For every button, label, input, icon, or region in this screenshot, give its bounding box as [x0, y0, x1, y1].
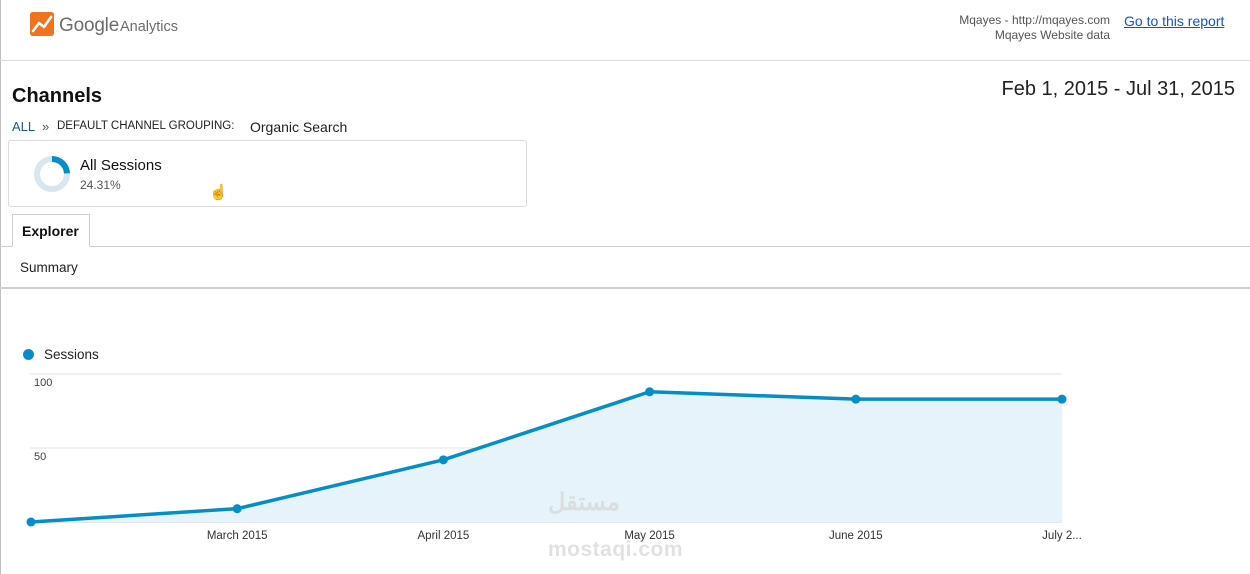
segment-card[interactable]	[8, 140, 527, 207]
breadcrumb-separator: »	[42, 119, 50, 134]
header-divider	[0, 60, 1250, 61]
x-tick-label: March 2015	[207, 530, 268, 542]
tab-explorer-label: Explorer	[22, 223, 79, 239]
summary-divider	[0, 287, 1250, 289]
x-tick-label: July 2...	[1042, 530, 1082, 542]
data-point	[26, 517, 36, 527]
x-tick-label: April 2015	[418, 530, 470, 542]
sessions-line	[30, 390, 1062, 524]
date-range[interactable]: Feb 1, 2015 - Jul 31, 2015	[1001, 78, 1236, 100]
legend-sessions-dot	[23, 349, 34, 360]
account-view: Mqayes Website data	[994, 28, 1110, 42]
data-point	[645, 387, 655, 397]
data-point	[232, 504, 242, 514]
tab-summary[interactable]: Summary	[20, 260, 78, 275]
breadcrumb-grouping: DEFAULT CHANNEL GROUPING:	[57, 120, 235, 132]
data-point	[851, 394, 861, 404]
legend-sessions-label[interactable]: Sessions	[44, 347, 99, 362]
segment-name: All Sessions	[80, 157, 162, 174]
google-analytics-logo-icon	[30, 12, 54, 36]
breadcrumb-all-link[interactable]: ALL	[12, 119, 36, 134]
x-tick-label: May 2015	[624, 530, 675, 542]
tabs-divider	[0, 246, 1250, 247]
segment-percent: 24.31%	[80, 178, 121, 192]
account-property: Mqayes - http://mqayes.com	[959, 13, 1110, 27]
hand-cursor-icon: ☝	[209, 184, 228, 201]
data-point	[438, 455, 448, 465]
segment-donut-icon	[33, 155, 71, 198]
breadcrumb-value: Organic Search	[250, 119, 348, 135]
tab-explorer[interactable]	[12, 214, 90, 247]
page-title: Channels	[12, 85, 103, 107]
data-point	[1057, 394, 1067, 404]
y-tick-label: 100	[34, 377, 52, 389]
y-tick-label: 50	[34, 451, 46, 463]
go-to-report-link[interactable]: Go to this report	[1124, 13, 1225, 29]
logo-analytics-text: Analytics	[120, 19, 179, 35]
x-tick-label: June 2015	[829, 530, 883, 542]
sessions-line-chart: 100 50 March 2015 April 2015 May 2015 June 20…	[26, 373, 1082, 542]
sessions-area	[31, 391, 1062, 522]
logo-google-text: Google	[59, 15, 120, 36]
